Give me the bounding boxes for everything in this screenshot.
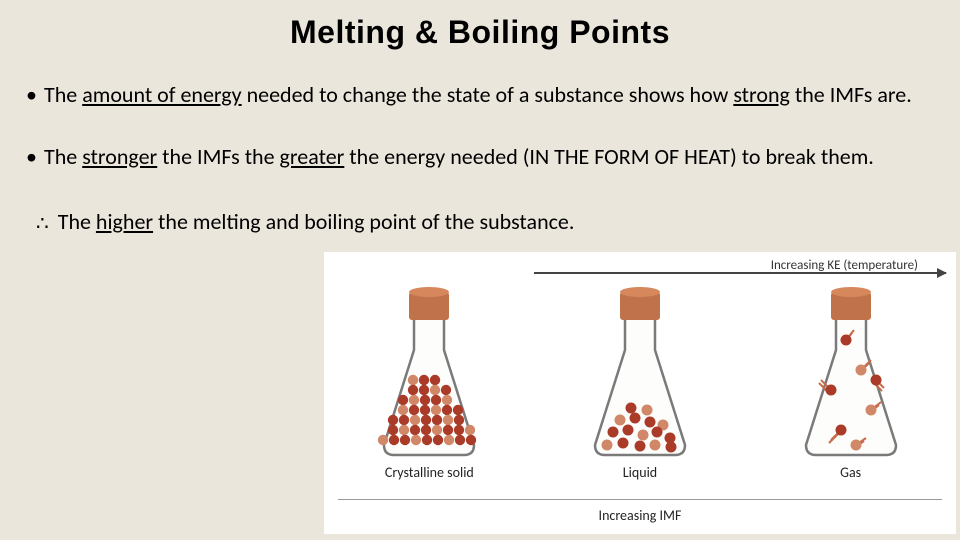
- flask-liquid: Liquid: [550, 280, 730, 480]
- flask-liquid-icon: [565, 280, 715, 460]
- therefore-symbol: ∴: [26, 212, 53, 236]
- flask-liquid-label: Liquid: [550, 464, 730, 481]
- bullet-3-text: The higher the melting and boiling point…: [58, 208, 575, 235]
- slide-title: Melting & Boiling Points: [0, 0, 960, 51]
- content-area: • The amount of energy needed to change …: [0, 81, 960, 236]
- bullet-1: • The amount of energy needed to change …: [26, 81, 934, 109]
- flask-solid-icon: [354, 280, 504, 460]
- bullet-2: • The stronger the IMFs the greater the …: [26, 143, 934, 171]
- flask-solid: Crystalline solid: [339, 280, 519, 480]
- states-diagram: Increasing KE (temperature) Crystalline …: [324, 252, 956, 534]
- ke-axis-arrow: [534, 272, 946, 274]
- bullet-dot: •: [26, 143, 44, 171]
- flask-solid-label: Crystalline solid: [339, 464, 519, 481]
- flask-gas-label: Gas: [761, 464, 941, 481]
- flask-gas: Gas: [761, 280, 941, 480]
- bullet-dot: •: [26, 81, 44, 109]
- flask-gas-icon: [776, 280, 926, 460]
- imf-separator: [338, 499, 942, 500]
- ke-axis-label: Increasing KE (temperature): [771, 258, 918, 273]
- flasks-row: Crystalline solid Liquid Gas: [324, 280, 956, 480]
- imf-axis-label: Increasing IMF: [324, 507, 956, 524]
- bullet-3: ∴ The higher the melting and boiling poi…: [26, 208, 934, 236]
- bullet-1-text: The amount of energy needed to change th…: [44, 81, 912, 109]
- bullet-2-text: The stronger the IMFs the greater the en…: [44, 143, 874, 171]
